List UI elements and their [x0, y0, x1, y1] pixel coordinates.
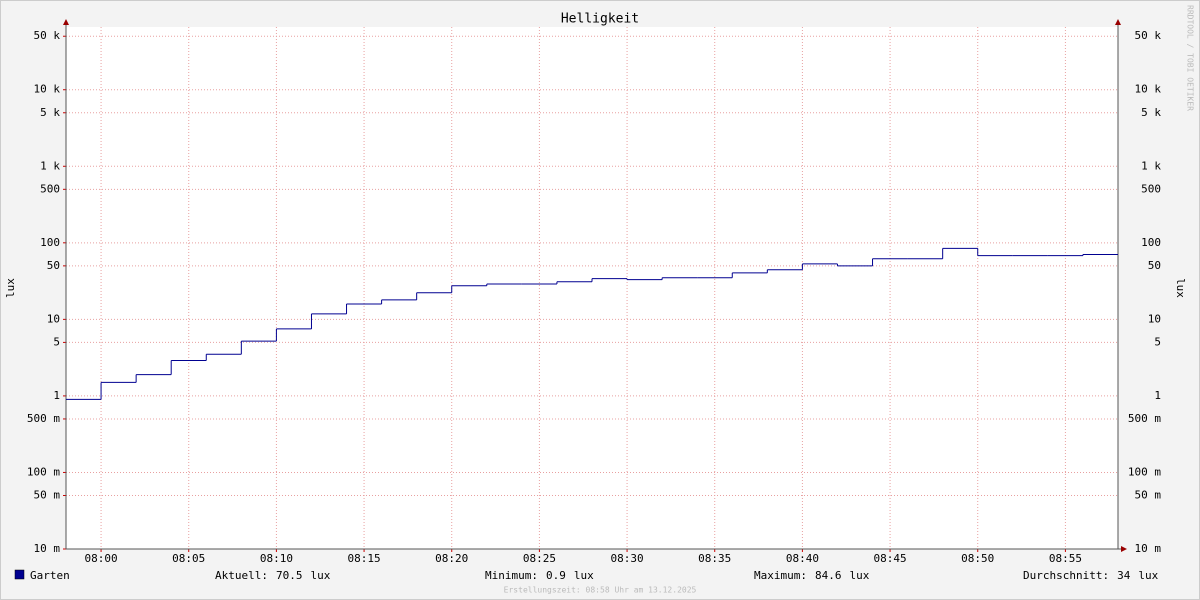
y-tick-label-right: 5	[1154, 335, 1161, 348]
stat-value: 34	[1117, 569, 1131, 582]
stat-label: Aktuell:	[215, 569, 268, 582]
y-tick-label: 5	[53, 335, 60, 348]
stats: Aktuell: 70.5 lux Minimum: 0.9 lux Maximum: 84.…	[215, 569, 1159, 582]
y-tick-label-right: 50 m	[1135, 488, 1162, 501]
chart-title: Helligkeit	[561, 12, 639, 27]
x-tick-label: 08:20	[435, 552, 468, 565]
x-tick-label: 08:25	[523, 552, 556, 565]
stat: Maximum: 84.6 lux	[754, 569, 870, 582]
plot-area	[66, 27, 1118, 549]
stat-value: 70.5	[276, 569, 303, 582]
y-tick-label: 10 k	[34, 83, 61, 96]
axis-arrow	[1115, 19, 1121, 25]
y-axis-label-right: lux	[1174, 278, 1187, 298]
y-tick-label: 1	[53, 389, 60, 402]
footer: Erstellungszeit: 08:58 Uhr am 13.12.2025	[504, 586, 697, 595]
x-tick-label: 08:55	[1049, 552, 1082, 565]
stat-label: Durchschnitt:	[1023, 569, 1109, 582]
y-tick-label: 5 k	[40, 106, 60, 119]
axis-arrow	[63, 19, 69, 25]
x-tick-label: 08:10	[260, 552, 293, 565]
y-tick-label-right: 50	[1148, 259, 1161, 272]
y-tick-label: 50 m	[34, 488, 61, 501]
y-tick-label-right: 100	[1141, 236, 1161, 249]
stat: Aktuell: 70.5 lux	[215, 569, 331, 582]
x-tick-label: 08:05	[172, 552, 205, 565]
x-tick-label: 08:50	[961, 552, 994, 565]
y-tick-label: 10	[47, 312, 60, 325]
stat-unit: lux	[310, 569, 330, 582]
x-tick-label: 08:40	[786, 552, 819, 565]
y-tick-label-right: 1	[1154, 389, 1161, 402]
y-tick-label-right: 500 m	[1128, 412, 1161, 425]
stat: Durchschnitt: 34 lux	[1023, 569, 1159, 582]
y-tick-label-right: 500	[1141, 182, 1161, 195]
y-tick-label: 10 m	[34, 542, 61, 555]
y-tick-label-right: 5 k	[1141, 106, 1161, 119]
stat-unit: lux	[1138, 569, 1158, 582]
y-tick-label-right: 50 k	[1135, 29, 1162, 42]
stat-unit: lux	[574, 569, 594, 582]
series	[66, 247, 1118, 400]
y-tick-label-right: 10	[1148, 312, 1161, 325]
y-tick-label: 100 m	[27, 465, 60, 478]
y-tick-label-right: 10 k	[1135, 83, 1162, 96]
y-tick-label-right: 100 m	[1128, 465, 1161, 478]
y-tick-label: 50 k	[34, 29, 61, 42]
watermark: RRDTOOL / TOBI OETIKER	[1186, 5, 1195, 111]
stat: Minimum: 0.9 lux	[485, 569, 594, 582]
stat-unit: lux	[849, 569, 869, 582]
stat-value: 84.6	[815, 569, 842, 582]
y-tick-label-right: 1 k	[1141, 159, 1161, 172]
x-tick-label: 08:15	[348, 552, 381, 565]
stat-label: Maximum:	[754, 569, 807, 582]
y-tick-label: 100	[40, 236, 60, 249]
x-tick-label: 08:35	[698, 552, 731, 565]
x-tick-label: 08:30	[611, 552, 644, 565]
x-tick-label: 08:45	[874, 552, 907, 565]
y-tick-label: 500 m	[27, 412, 60, 425]
x-tick-label: 08:00	[85, 552, 118, 565]
axis-arrow	[1121, 546, 1127, 552]
y-axis-label: lux	[4, 278, 17, 298]
y-tick-label: 50	[47, 259, 60, 272]
legend-label: Garten	[30, 569, 70, 582]
legend-swatch	[14, 569, 25, 580]
stat-value: 0.9	[546, 569, 566, 582]
y-tick-label: 1 k	[40, 159, 60, 172]
stat-label: Minimum:	[485, 569, 538, 582]
y-tick-label-right: 10 m	[1135, 542, 1162, 555]
y-tick-label: 500	[40, 182, 60, 195]
